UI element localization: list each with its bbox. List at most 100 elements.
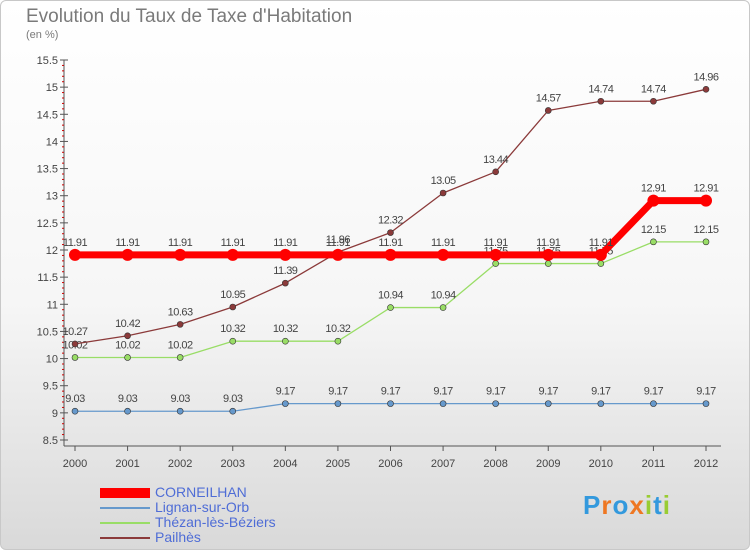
data-label: 9.03	[118, 393, 138, 405]
data-point	[282, 337, 289, 345]
y-tick-label: 12	[46, 245, 58, 257]
data-point	[702, 238, 710, 246]
x-tick-label: 2011	[642, 458, 666, 470]
data-point	[647, 194, 660, 207]
data-label: 10.94	[378, 290, 403, 302]
y-tick-label: 15	[46, 82, 58, 94]
data-label: 9.17	[539, 386, 559, 398]
legend-swatch	[100, 537, 150, 539]
data-label: 9.03	[65, 393, 85, 405]
data-label: 12.91	[641, 183, 666, 195]
x-tick-label: 2005	[326, 458, 350, 470]
data-point	[121, 248, 134, 261]
data-point	[650, 238, 657, 246]
data-label: 12.91	[693, 183, 718, 195]
data-point	[542, 248, 555, 261]
data-label: 11.91	[168, 237, 193, 249]
data-point	[334, 400, 342, 407]
data-point	[124, 332, 131, 340]
data-label: 9.17	[381, 386, 401, 398]
logo-letter: t	[653, 490, 663, 520]
proxiti-logo: Proxiti	[583, 490, 671, 521]
y-tick-label: 12.5	[37, 218, 58, 230]
data-point	[700, 194, 712, 207]
data-label: 9.17	[486, 386, 506, 398]
data-label: 11.91	[326, 237, 351, 249]
data-label: 11.91	[115, 237, 140, 249]
x-tick-label: 2000	[63, 458, 87, 470]
data-label: 9.17	[696, 386, 716, 398]
data-label: 12.15	[693, 224, 718, 236]
y-tick-label: 9.5	[43, 381, 58, 393]
data-label: 11.91	[536, 237, 561, 249]
series-th-zan-l-s-b-ziers: 10.0210.0210.0210.3210.3210.3210.9410.94…	[62, 224, 719, 361]
series-corneilhan: 11.91 11.91 11.91 11.91 11.91 11.91 11.91 11.91…	[63, 183, 719, 261]
y-tick-label: 10.5	[37, 326, 58, 338]
data-point	[71, 340, 79, 348]
x-tick-label: 2012	[694, 458, 718, 470]
data-label: 10.32	[273, 323, 298, 335]
legend-swatch	[100, 522, 150, 524]
data-point	[124, 354, 131, 361]
data-point	[279, 248, 292, 261]
chart-title: Evolution du Taux de Taxe d'Habitation	[26, 6, 353, 27]
data-point	[229, 337, 237, 345]
data-point	[229, 407, 237, 415]
data-label: 11.91	[431, 237, 456, 249]
legend-label: CORNEILHAN	[155, 484, 247, 500]
x-tick-label: 2001	[115, 458, 139, 470]
x-tick-label: 2007	[431, 458, 455, 470]
data-point	[387, 400, 394, 407]
data-label: 10.02	[115, 339, 140, 351]
data-label: 14.57	[536, 92, 561, 104]
data-point	[492, 260, 499, 267]
y-tick-label: 14	[46, 136, 58, 148]
data-label: 10.02	[168, 339, 193, 351]
data-point	[702, 86, 710, 93]
legend-label: Lignan-sur-Orb	[155, 499, 250, 515]
data-point	[176, 407, 184, 415]
data-label: 10.94	[431, 290, 456, 302]
y-tick-label: 10	[46, 354, 58, 366]
data-label: 11.91	[589, 237, 614, 249]
data-label: 11.91	[378, 237, 403, 249]
x-tick-label: 2010	[589, 458, 613, 470]
data-point	[334, 337, 342, 345]
data-point	[492, 168, 499, 176]
legend-swatch	[100, 488, 150, 498]
data-point	[439, 189, 447, 197]
data-point	[489, 248, 502, 261]
data-label: 9.03	[170, 393, 190, 405]
data-label: 9.03	[223, 393, 243, 405]
data-label: 10.63	[168, 306, 193, 318]
data-point	[597, 400, 605, 407]
y-tick-label: 13.5	[37, 164, 58, 176]
legend-label: Pailhès	[155, 529, 201, 545]
data-point	[282, 279, 289, 287]
data-label: 9.17	[433, 386, 453, 398]
data-point	[387, 229, 394, 236]
data-label: 12.32	[378, 215, 403, 227]
data-point	[544, 107, 552, 114]
data-label: 14.74	[641, 83, 666, 95]
data-point	[544, 400, 552, 407]
logo-letter: o	[612, 490, 630, 520]
x-tick-label: 2009	[536, 458, 560, 470]
series-lignan-sur-orb: 9.03 9.03 9.03 9.03 9.17 9.17 9.17 9.17 9.17 9.17…	[65, 386, 717, 415]
data-point	[71, 407, 79, 415]
data-point	[282, 400, 289, 407]
data-point	[650, 97, 657, 105]
data-label: 11.91	[273, 237, 298, 249]
data-label: 10.27	[62, 326, 87, 338]
logo-letter: r	[601, 490, 613, 520]
data-point	[650, 400, 657, 407]
legend-swatch	[100, 507, 150, 509]
logo-letter: i	[644, 490, 654, 520]
data-point	[439, 400, 447, 407]
unit-label: (en %)	[26, 29, 59, 41]
data-label: 12.15	[641, 224, 666, 236]
y-tick-label: 14.5	[37, 109, 58, 121]
y-tick-label: 8.5	[43, 435, 58, 447]
